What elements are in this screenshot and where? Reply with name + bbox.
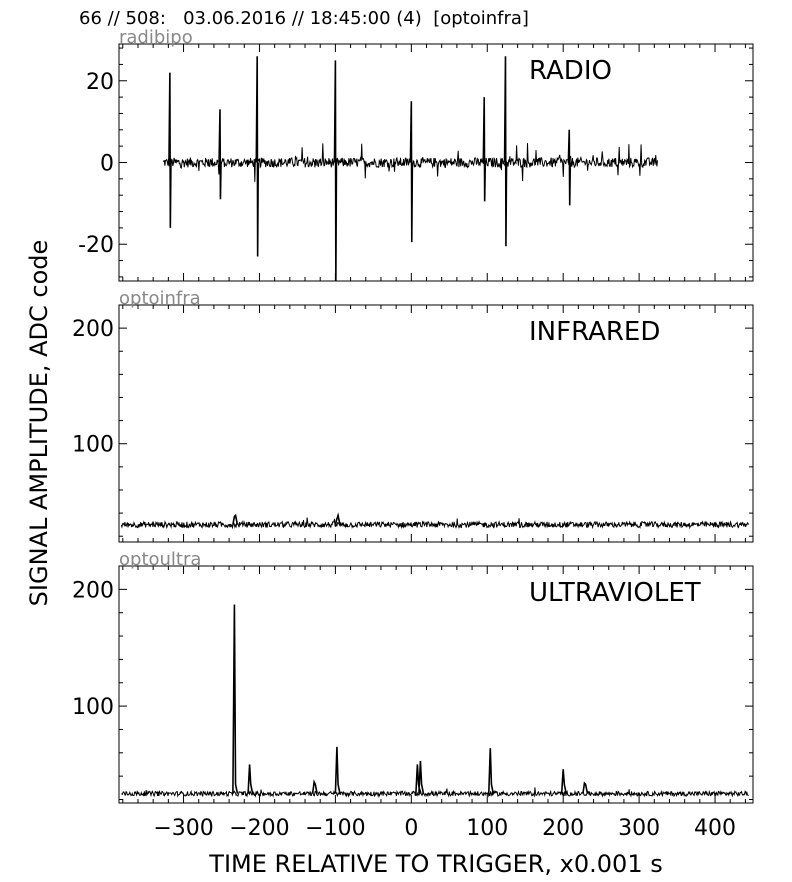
x-tick-label: 0: [404, 816, 418, 841]
spike: [333, 60, 338, 281]
panel-source-label: radibipo: [119, 27, 193, 48]
spike: [560, 769, 568, 794]
spike: [409, 101, 414, 243]
panel-title: INFRARED: [529, 317, 660, 347]
y-tick-label: 200: [72, 317, 114, 342]
spike: [487, 748, 495, 794]
x-tick-label: 400: [694, 816, 736, 841]
spike: [418, 760, 425, 794]
y-tick-label: 100: [72, 433, 114, 458]
spike: [232, 604, 239, 794]
spike: [503, 56, 508, 247]
x-tick-label: 100: [466, 816, 508, 841]
y-tick-label: 200: [72, 578, 114, 603]
spike: [247, 764, 254, 794]
panel-infrared: 200 100 optoinfra INFRARED: [72, 288, 754, 543]
spike: [168, 72, 172, 228]
spike: [232, 513, 239, 525]
x-tick-label: 200: [542, 816, 584, 841]
x-tick-label: −300: [153, 816, 213, 841]
spike: [311, 779, 318, 794]
spike: [334, 746, 341, 794]
panel-radio: 20 0 -20 radibipo RADIO: [78, 27, 754, 282]
spike: [567, 129, 572, 206]
figure-header: 66 // 508: 03.06.2016 // 18:45:00 (4) [o…: [79, 8, 529, 29]
spike: [334, 512, 341, 525]
spike: [582, 781, 589, 794]
x-tick-label: −200: [229, 816, 289, 841]
panel-title: ULTRAVIOLET: [529, 578, 701, 608]
x-axis-label: TIME RELATIVE TO TRIGGER, x0.001 s: [208, 850, 662, 878]
axes-frame: [118, 565, 754, 804]
y-tick-label: 100: [72, 695, 114, 720]
y-tick-label: 0: [100, 152, 114, 177]
panels: 200-20radibipoRADIO200100optoinfraINFRAR…: [72, 27, 754, 841]
panel-ultraviolet: 200 100 −300 −200 −100 0 100 200 300 400 optoultra…: [72, 549, 754, 841]
panel-source-label: optoinfra: [119, 288, 201, 309]
y-tick-label: -20: [78, 233, 114, 258]
y-axis-label: SIGNAL AMPLITUDE, ADC code: [25, 240, 53, 607]
spike: [255, 56, 260, 257]
spike: [218, 109, 222, 200]
axes-frame: [118, 304, 754, 543]
x-tick-label: 300: [618, 816, 660, 841]
signal-trace: [121, 787, 749, 798]
panel-source-label: optoultra: [119, 549, 201, 570]
y-tick-label: 20: [86, 70, 114, 95]
spike: [482, 97, 487, 202]
signal-trace: [120, 517, 750, 530]
panel-title: RADIO: [529, 56, 612, 86]
x-tick-label: −100: [305, 816, 365, 841]
